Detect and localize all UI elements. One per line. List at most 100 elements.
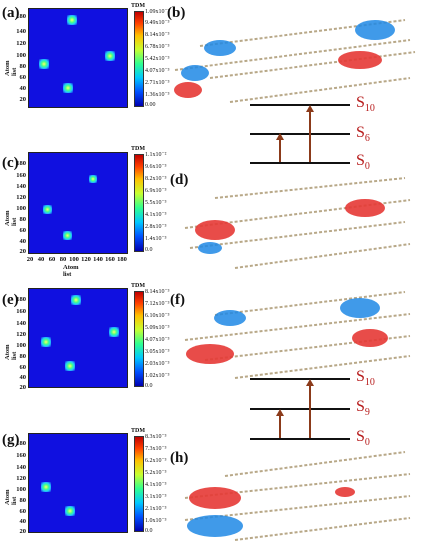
colorbar-tick: 9.6x10⁻³ xyxy=(145,164,167,170)
panel-label-c: (c) xyxy=(2,155,19,171)
energy-level-line xyxy=(250,162,350,164)
colorbar-tick: 0.0 xyxy=(145,528,153,534)
colorbar-tick: 6.9x10⁻³ xyxy=(145,188,167,194)
tdm-heatmap-g xyxy=(28,433,128,533)
heat-spot xyxy=(71,295,81,305)
colorbar-a xyxy=(134,11,144,107)
y-tick: 80 xyxy=(19,497,27,504)
y-tick: 160 xyxy=(16,308,26,315)
colorbar-title-c: TDM xyxy=(131,146,145,152)
transition-arrows-1 xyxy=(276,105,314,162)
energy-level-label: S0 xyxy=(356,428,370,449)
y-tick: 180 xyxy=(16,13,26,20)
heat-spot xyxy=(65,361,75,371)
y-tick: 20 xyxy=(19,248,27,255)
colorbar-tick: 2.1x10⁻³ xyxy=(145,506,167,512)
heat-spot xyxy=(105,51,115,61)
colorbar-tick: 5.5x10⁻³ xyxy=(145,200,167,206)
colorbar-tick: 2.8x10⁻³ xyxy=(145,224,167,230)
tdm-heatmap-c xyxy=(28,152,128,254)
colorbar-tick: 0.0 xyxy=(145,247,153,253)
y-tick: 100 xyxy=(16,486,26,493)
y-tick: 100 xyxy=(16,342,26,349)
colorbar-tick: 9.49x10⁻³ xyxy=(145,20,170,26)
colorbar-tick: 4.07x10⁻³ xyxy=(145,337,170,343)
energy-level-line xyxy=(250,408,350,410)
y-tick: 40 xyxy=(19,518,27,525)
y-tick: 160 xyxy=(16,452,26,459)
y-tick: 180 xyxy=(16,160,26,167)
colorbar-tick: 7.3x10⁻³ xyxy=(145,446,167,452)
colorbar-g xyxy=(134,436,144,532)
y-tick: 120 xyxy=(16,40,26,47)
colorbar-tick: 6.10x10⁻³ xyxy=(145,313,170,319)
panel-label-h: (h) xyxy=(170,450,189,466)
colorbar-tick: 8.14x10⁻³ xyxy=(145,32,170,38)
y-tick: 60 xyxy=(19,227,27,234)
colorbar-tick: 5.09x10⁻³ xyxy=(145,325,170,331)
colorbar-title-g: TDM xyxy=(131,428,145,434)
y-tick: 80 xyxy=(19,353,27,360)
heat-spot xyxy=(65,506,75,516)
heat-spot xyxy=(89,175,97,183)
y-tick: 80 xyxy=(19,216,27,223)
y-tick: 180 xyxy=(16,296,26,303)
energy-level-label: S6 xyxy=(356,124,370,145)
panel-label-a: (a) xyxy=(2,5,20,21)
heat-spot xyxy=(43,205,52,214)
y-tick: 80 xyxy=(19,63,27,70)
panel-label-f: (f) xyxy=(170,292,185,308)
y-tick: 140 xyxy=(16,464,26,471)
colorbar-title-a: TDM xyxy=(131,3,145,9)
colorbar-tick: 1.4x10⁻³ xyxy=(145,236,167,242)
transition-arrows-2 xyxy=(276,379,314,438)
panel-label-b: (b) xyxy=(167,5,186,21)
y-tick: 140 xyxy=(16,28,26,35)
y-tick: 20 xyxy=(19,384,27,391)
tdm-heatmap-a xyxy=(28,8,128,108)
panel-label-g: (g) xyxy=(2,432,20,448)
y-tick: 60 xyxy=(19,508,27,515)
y-tick: 20 xyxy=(19,96,27,103)
y-tick: 40 xyxy=(19,85,27,92)
colorbar-tick: 1.09x10⁻² xyxy=(145,9,170,15)
x-tick: 120 xyxy=(81,256,91,263)
heat-spot xyxy=(67,15,77,25)
colorbar-tick: 5.42x10⁻³ xyxy=(145,56,170,62)
heat-spot xyxy=(39,59,49,69)
y-tick: 120 xyxy=(16,331,26,338)
energy-level-label: S0 xyxy=(356,152,370,173)
x-tick: 80 xyxy=(59,256,67,263)
tdm-heatmap-e xyxy=(28,288,128,388)
energy-level-line xyxy=(250,378,350,380)
y-tick: 60 xyxy=(19,364,27,371)
molecular-orbital-image-f xyxy=(184,291,411,379)
heat-spot xyxy=(109,327,119,337)
y-tick: 120 xyxy=(16,194,26,201)
heat-spot xyxy=(41,482,51,492)
colorbar-tick: 2.03x10⁻³ xyxy=(145,361,170,367)
panel-label-d: (d) xyxy=(170,172,189,188)
energy-level-label: S10 xyxy=(356,368,375,389)
x-tick: 40 xyxy=(37,256,45,263)
colorbar-tick: 8.14x10⁻³ xyxy=(145,289,170,295)
y-tick: 140 xyxy=(16,183,26,190)
y-tick: 40 xyxy=(19,238,27,245)
colorbar-tick: 1.0x10⁻³ xyxy=(145,518,167,524)
heat-spot xyxy=(41,337,51,347)
colorbar-tick: 8.3x10⁻³ xyxy=(145,434,167,440)
colorbar-tick: 2.71x10⁻³ xyxy=(145,80,170,86)
molecular-orbital-image-b xyxy=(174,19,416,103)
y-tick: 100 xyxy=(16,205,26,212)
colorbar-tick: 4.1x10⁻³ xyxy=(145,212,167,218)
y-tick: 20 xyxy=(19,528,27,535)
molecular-orbital-image-d xyxy=(184,177,411,269)
energy-level-line xyxy=(250,133,350,135)
y-tick: 100 xyxy=(16,52,26,59)
y-tick: 180 xyxy=(16,440,26,447)
colorbar-c xyxy=(134,154,144,252)
x-tick: 180 xyxy=(117,256,127,263)
y-tick: 120 xyxy=(16,475,26,482)
molecular-orbital-image-h xyxy=(184,451,411,541)
x-tick: 60 xyxy=(48,256,56,263)
